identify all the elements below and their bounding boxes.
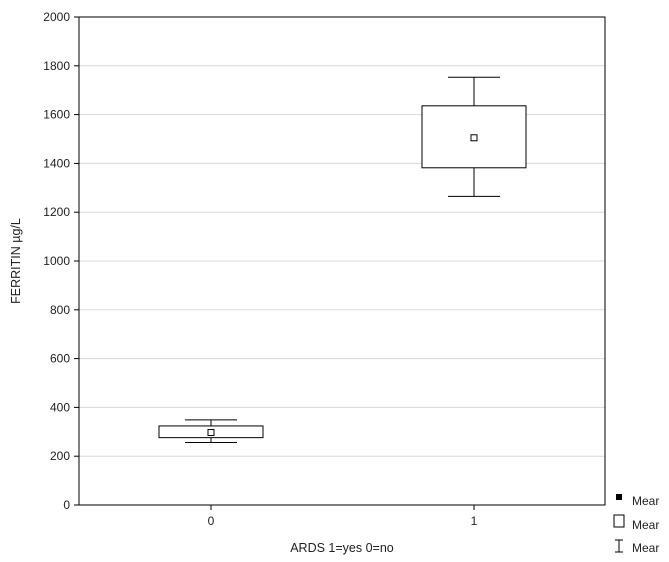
x-axis-title: ARDS 1=yes 0=no: [290, 541, 394, 555]
box-group-0: [158, 419, 264, 444]
legend-label-box: Mear: [632, 518, 659, 532]
y-tick-label: 800: [50, 303, 70, 317]
legend-mean-marker: [616, 494, 622, 500]
y-tick-label: 1800: [43, 59, 70, 73]
y-tick-label: 600: [50, 352, 70, 366]
legend: Mear Mear Mear: [613, 494, 659, 555]
y-tick-label: 1400: [43, 156, 70, 170]
y-axis-ticks: 0 200 400 600 800 1000 1200 1400 1600 1800 2000: [43, 10, 79, 512]
box-group-1: [421, 76, 527, 197]
mean-marker: [207, 429, 215, 437]
legend-whisker-marker: [615, 539, 623, 553]
y-tick-label: 2000: [43, 10, 70, 24]
legend-label-whisker: Mear: [632, 541, 659, 555]
x-tick-label: 1: [471, 514, 478, 528]
y-tick-label: 1600: [43, 108, 70, 122]
x-tick-label: 0: [208, 514, 215, 528]
gridlines: [79, 65, 605, 457]
y-tick-label: 400: [50, 400, 70, 414]
mean-marker: [470, 134, 478, 142]
plot-frame: [78, 16, 606, 506]
y-tick-label: 0: [63, 498, 70, 512]
legend-box-marker: [613, 514, 625, 528]
y-tick-label: 200: [50, 449, 70, 463]
y-tick-label: 1000: [43, 254, 70, 268]
boxes: [158, 76, 527, 444]
y-axis-title: FERRITIN µg/L: [9, 218, 23, 304]
y-tick-label: 1200: [43, 205, 70, 219]
legend-label-mean: Mear: [632, 494, 659, 508]
